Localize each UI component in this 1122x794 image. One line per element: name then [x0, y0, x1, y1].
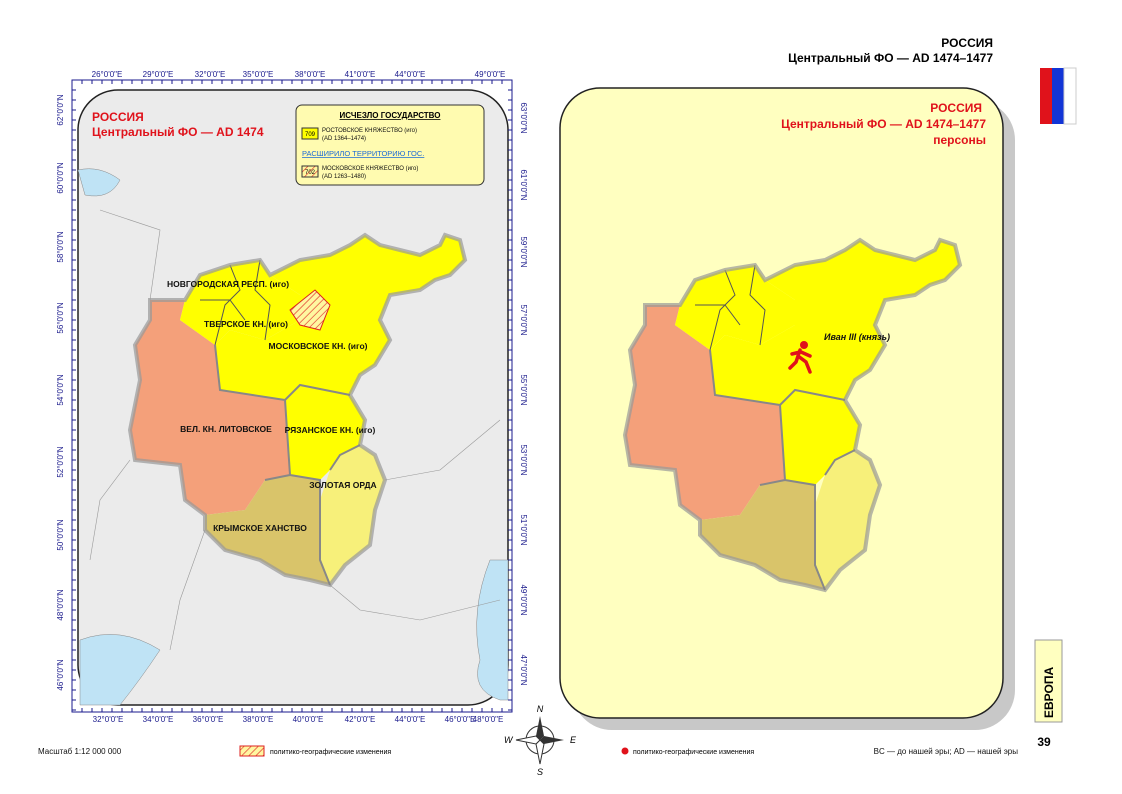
section-label: ЕВРОПА — [1042, 667, 1056, 718]
lat-label: 47°0'0"N — [519, 654, 528, 685]
legend-heading: РАСШИРИЛО ТЕРРИТОРИЮ ГОС. — [302, 149, 424, 158]
lat-label: 61°0'0"N — [519, 169, 528, 200]
lon-label: 49°0'0"E — [475, 70, 506, 79]
lat-label: 54°0'0"N — [56, 374, 65, 405]
region-label: НОВГОРОДСКАЯ РЕСП. (иго) — [167, 279, 289, 289]
lat-label: 46°0'0"N — [56, 659, 65, 690]
header-country: РОССИЯ — [941, 36, 993, 50]
region-label: ВЕЛ. КН. ЛИТОВСКОЕ — [180, 424, 272, 434]
lon-label: 36°0'0"E — [193, 715, 224, 724]
scale: Масштаб 1:12 000 000 — [38, 747, 122, 756]
header-subtitle: Центральный ФО — AD 1474–1477 — [788, 51, 993, 65]
lat-label: 52°0'0"N — [56, 446, 65, 477]
legend-item: РОСТОВСКОЕ КНЯЖЕСТВО (иго) — [322, 128, 417, 134]
lon-label: 35°0'0"E — [243, 70, 274, 79]
coordinates: 26°0'0"E 29°0'0"E 32°0'0"E 35°0'0"E 38°0'0"E… — [56, 70, 528, 724]
lon-label: 32°0'0"E — [93, 715, 124, 724]
lat-label: 60°0'0"N — [56, 162, 65, 193]
water — [77, 168, 121, 197]
compass-s: S — [537, 767, 543, 777]
lat-label: 59°0'0"N — [519, 236, 528, 267]
left-map-subtitle: Центральный ФО — AD 1474 — [92, 125, 264, 139]
region-labels: НОВГОРОДСКАЯ РЕСП. (иго) ТВЕРСКОЕ КН. (иг… — [167, 279, 377, 533]
lat-label: 48°0'0"N — [56, 589, 65, 620]
borders — [89, 209, 501, 651]
footer-legend-swatch — [239, 745, 265, 757]
person-label[interactable]: Иван III (князь) — [824, 332, 890, 342]
lat-label: 62°0'0"N — [56, 94, 65, 125]
legend: ИСЧЕЗЛО ГОСУДАРСТВО 709 РОСТОВСКОЕ КНЯЖЕ… — [295, 104, 485, 186]
lon-label: 38°0'0"E — [295, 70, 326, 79]
lon-label: 42°0'0"E — [345, 715, 376, 724]
lon-label: 26°0'0"E — [92, 70, 123, 79]
footer-legend: политико-географические изменения — [270, 749, 391, 756]
legend-dates: (AD 1263–1480) — [322, 174, 366, 180]
left-map-title: РОССИЯ — [92, 110, 144, 124]
footer-legend: политико-географические изменения — [633, 749, 754, 756]
lon-label: 29°0'0"E — [143, 70, 174, 79]
right-map-subtitle: персоны — [933, 133, 986, 147]
water — [79, 634, 161, 706]
lat-label: 55°0'0"N — [519, 374, 528, 405]
region-label: КРЫМСКОЕ ХАНСТВО — [213, 523, 307, 533]
lon-label: 48°0'0"E — [473, 715, 504, 724]
region-label: ТВЕРСКОЕ КН. (иго) — [204, 319, 288, 329]
lat-label: 63°0'0"N — [519, 102, 528, 133]
legend-code: 702 — [305, 170, 316, 176]
compass-w: W — [504, 735, 514, 745]
changed-territory — [289, 289, 331, 331]
region-label: МОСКОВСКОЕ КН. (иго) — [269, 341, 368, 351]
region-label: ЗОЛОТАЯ ОРДА — [309, 480, 376, 490]
right-map-subtitle: Центральный ФО — AD 1474–1477 — [781, 117, 986, 131]
person-icon[interactable] — [788, 341, 812, 374]
lon-label: 38°0'0"E — [243, 715, 274, 724]
region-label: РЯЗАНСКОЕ КН. (иго) — [285, 425, 376, 435]
flag — [1040, 67, 1077, 125]
compass-e: E — [570, 735, 577, 745]
legend-item: МОСКОВСКОЕ КНЯЖЕСТВО (иго) — [322, 166, 418, 172]
lat-label: 56°0'0"N — [56, 302, 65, 333]
lon-label: 44°0'0"E — [395, 715, 426, 724]
legend-code: 709 — [305, 132, 316, 138]
right-map-title: РОССИЯ — [930, 101, 982, 115]
lat-label: 49°0'0"N — [519, 584, 528, 615]
lat-label: 51°0'0"N — [519, 514, 528, 545]
lon-label: 44°0'0"E — [395, 70, 426, 79]
compass: N E S W — [504, 704, 577, 777]
lon-label: 32°0'0"E — [195, 70, 226, 79]
section-tab — [1034, 639, 1063, 723]
lon-label: 40°0'0"E — [293, 715, 324, 724]
legend-heading: ИСЧЕЗЛО ГОСУДАРСТВО — [340, 111, 441, 120]
lon-label: 46°0'0"E — [445, 715, 476, 724]
lat-label: 50°0'0"N — [56, 519, 65, 550]
page-number: 39 — [1037, 735, 1051, 749]
lat-label: 57°0'0"N — [519, 304, 528, 335]
lat-label: 58°0'0"N — [56, 231, 65, 262]
footer-legend-dot — [621, 747, 629, 755]
legend-dates: (AD 1364–1474) — [322, 136, 366, 142]
compass-n: N — [537, 704, 544, 714]
water — [476, 559, 509, 701]
era-note: BC — до нашей эры; AD — нашей эры — [874, 747, 1019, 756]
lon-label: 41°0'0"E — [345, 70, 376, 79]
lat-label: 53°0'0"N — [519, 444, 528, 475]
lon-label: 34°0'0"E — [143, 715, 174, 724]
